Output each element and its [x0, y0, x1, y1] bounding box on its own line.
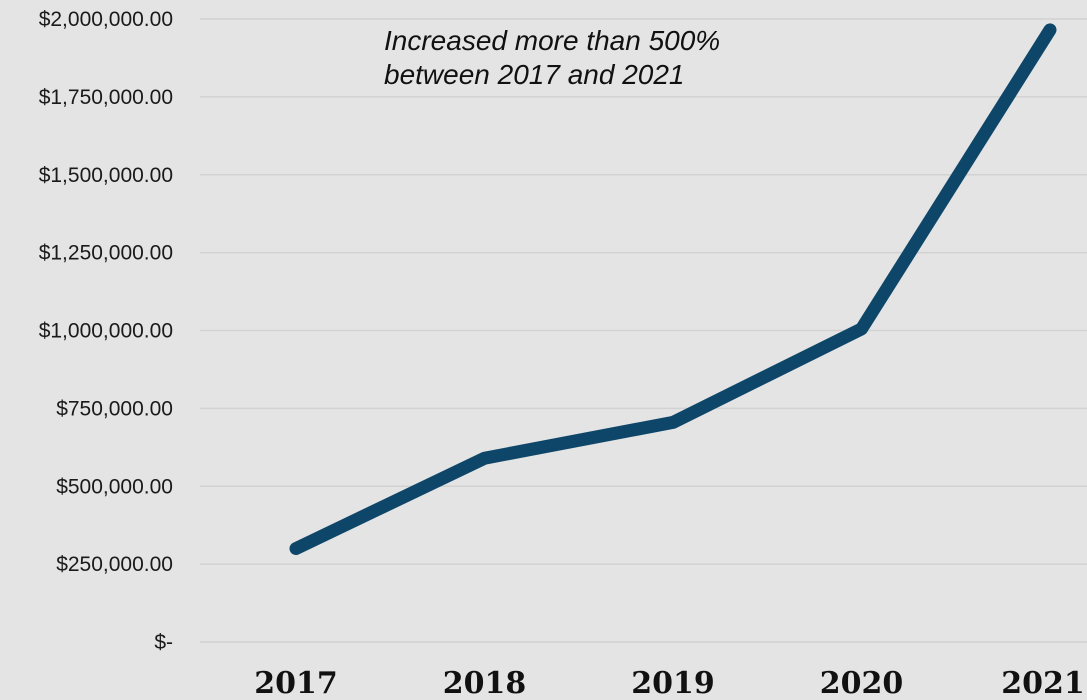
y-tick-label: $1,000,000.00: [39, 320, 173, 343]
x-tick-label: 2019: [631, 666, 715, 700]
y-tick-label: $500,000.00: [56, 475, 173, 498]
y-tick-label: $1,250,000.00: [39, 242, 173, 265]
x-tick-label: 2018: [443, 666, 527, 700]
series-line: [289, 23, 1057, 556]
series: [289, 23, 1057, 556]
y-tick-label: $2,000,000.00: [39, 8, 173, 31]
x-tick-label: 2017: [254, 666, 338, 700]
y-tick-label: $-: [154, 631, 173, 654]
y-tick-label: $1,500,000.00: [39, 164, 173, 187]
annotation-line-2: between 2017 and 2021: [384, 59, 685, 90]
y-tick-label: $250,000.00: [56, 553, 173, 576]
x-tick-label: 2021: [1001, 666, 1085, 700]
x-axis: 2017 2018 2019 2020 2021: [254, 666, 1085, 700]
gridlines: [200, 18, 1087, 643]
y-tick-label: $1,750,000.00: [39, 86, 173, 109]
annotation-line-1: Increased more than 500%: [384, 25, 720, 56]
y-axis: $- $250,000.00 $500,000.00 $750,000.00 $1,00…: [39, 8, 173, 654]
y-tick-label: $750,000.00: [56, 397, 173, 420]
x-tick-label: 2020: [820, 666, 904, 700]
